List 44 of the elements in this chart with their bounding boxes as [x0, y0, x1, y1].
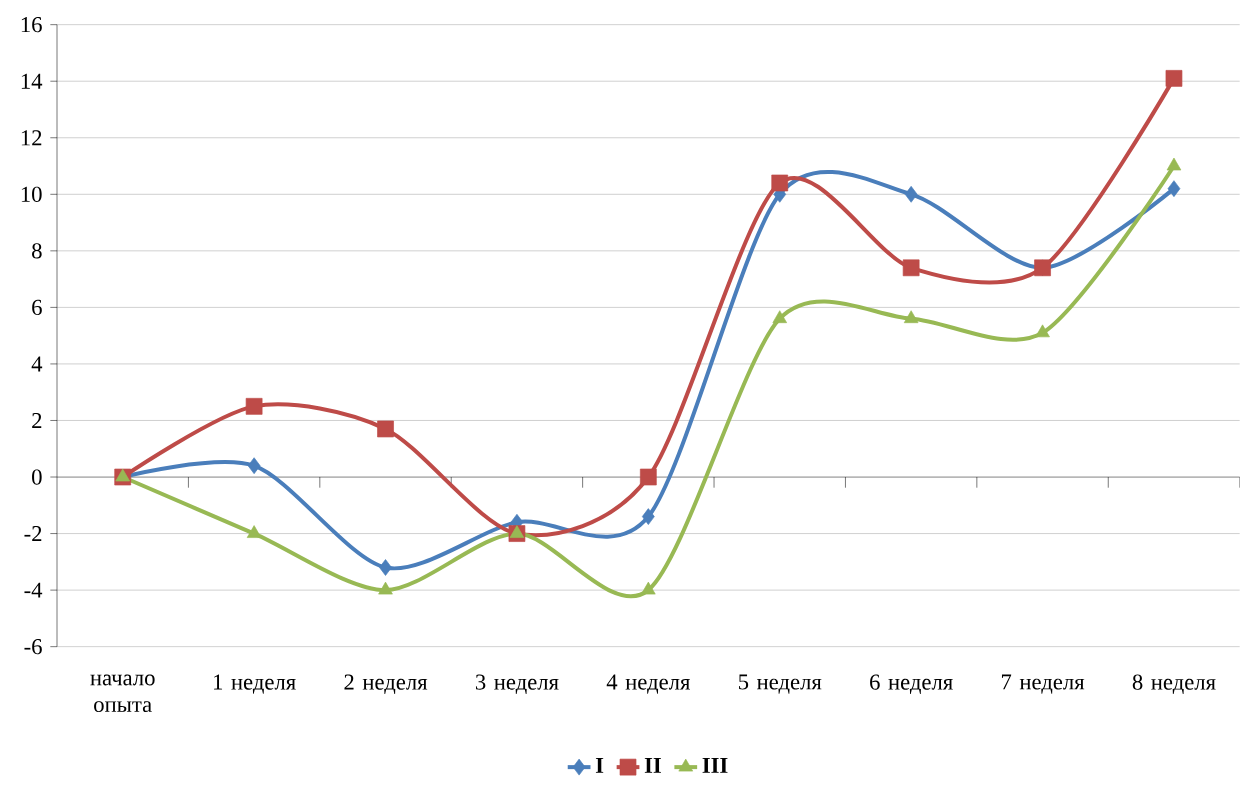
x-tick-label: 4 неделя	[606, 674, 691, 694]
y-tick-label: -2	[24, 525, 42, 541]
y-tick-label: 14	[21, 73, 43, 89]
x-tick-label: 2 неделя	[344, 674, 428, 694]
point	[904, 185, 918, 203]
legend-label: I	[595, 757, 604, 773]
x-tick-label: 3 неделя	[475, 674, 559, 694]
point	[1165, 69, 1183, 87]
point	[772, 310, 788, 323]
x-tick-label: 6 неделя	[870, 674, 953, 694]
y-tick-label: 12	[21, 130, 42, 146]
point	[903, 310, 919, 323]
point	[1035, 324, 1050, 338]
y-tick-label: 4	[31, 356, 43, 372]
y-tick-label: 0	[32, 469, 42, 485]
point	[115, 468, 130, 482]
point	[641, 508, 655, 525]
point	[379, 559, 392, 576]
point	[771, 174, 789, 192]
point	[639, 468, 657, 486]
y-tick-label: 6	[32, 299, 42, 315]
legend-label: II	[644, 757, 661, 773]
point	[1166, 157, 1182, 171]
point	[641, 581, 656, 595]
y-tick-label: 8	[32, 243, 42, 259]
y-tick-label: -6	[24, 638, 42, 655]
x-tick-label: 7 неделя	[1001, 674, 1085, 694]
y-tick-label: -4	[24, 582, 43, 598]
point	[377, 420, 394, 438]
y-tick-label: 10	[21, 186, 42, 202]
x-tick-label: 5 неделя	[739, 674, 822, 694]
point	[246, 525, 262, 538]
point	[378, 581, 393, 595]
x-tick-label: 1 неделя	[214, 674, 296, 694]
y-tick-label: 2	[32, 412, 42, 428]
point	[245, 397, 263, 415]
x-tick-label: 8 неделя	[1132, 674, 1216, 694]
point	[902, 259, 920, 276]
point	[509, 525, 525, 538]
point	[247, 457, 261, 474]
legend-label: III	[702, 757, 728, 773]
point	[1167, 180, 1181, 197]
y-tick-label: 16	[21, 16, 42, 33]
x-tick-label: начало опыта	[90, 674, 155, 712]
